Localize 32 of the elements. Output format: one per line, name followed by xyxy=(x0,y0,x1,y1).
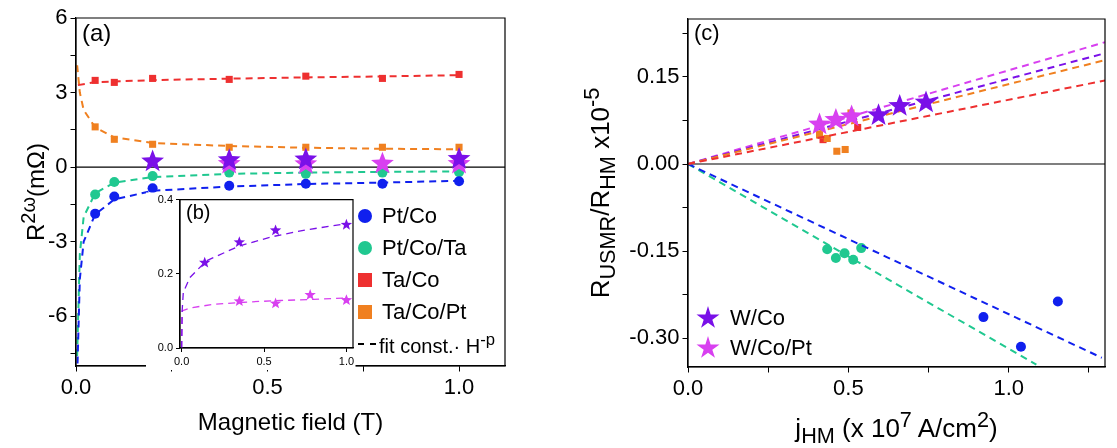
y-tick-label: 0.2 xyxy=(157,266,173,279)
chart-title: (c) xyxy=(694,20,720,46)
y-tick-label: 0 xyxy=(55,153,68,179)
y-tick-label: 0.0 xyxy=(157,341,173,354)
x-tick-label: 0.5 xyxy=(833,374,864,400)
legend-label: Pt/Co xyxy=(382,203,438,229)
y-tick-label: 0.4 xyxy=(157,192,173,205)
y-tick-label: -3 xyxy=(47,227,68,253)
x-tick-label: 1.0 xyxy=(993,374,1025,400)
y-tick-label: 0.15 xyxy=(636,63,680,89)
y-tick-label: 3 xyxy=(55,78,68,104)
x-tick-label: 0.0 xyxy=(174,354,190,367)
chart-title: (b) xyxy=(186,201,211,224)
x-tick-label: 0.5 xyxy=(256,354,272,367)
legend-label: W/Co/Pt xyxy=(730,335,812,361)
x-axis-title: j$_{HM}$ (x 10$^{7}$ A/cm$^{2}$) xyxy=(795,407,998,448)
legend-label: Ta/Co xyxy=(382,267,440,293)
chart-title: (a) xyxy=(82,18,112,46)
y-tick-label: -6 xyxy=(47,302,68,328)
legend-label: Ta/Co/Pt xyxy=(382,299,467,325)
x-tick-label: 1.0 xyxy=(443,373,475,399)
annotation: fit const.· H$^{-p}$ xyxy=(379,330,495,358)
x-tick-label: 1.0 xyxy=(338,354,355,367)
x-tick-label: 0.5 xyxy=(252,373,283,399)
y-tick-label: 0.00 xyxy=(636,150,680,176)
legend-label: W/Co xyxy=(730,305,785,331)
y-tick-label: -0.15 xyxy=(629,237,680,263)
x-axis-title: Magnetic field (T) xyxy=(197,408,384,436)
legend-label: Pt/Co/Ta xyxy=(382,235,467,261)
x-tick-label: 0.0 xyxy=(672,374,704,400)
y-tick-label: -0.30 xyxy=(629,324,680,350)
y-tick-label: 6 xyxy=(55,4,68,30)
